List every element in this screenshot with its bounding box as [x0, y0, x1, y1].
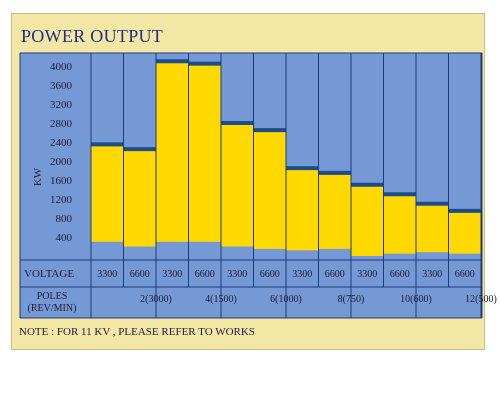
y-tick-label: 2400	[50, 137, 73, 149]
voltage-label: 6600	[390, 269, 410, 280]
pole-group-label: 4(1500)	[205, 294, 237, 305]
voltage-row-label: VOLTAGE	[24, 268, 74, 280]
bar-top-edge	[156, 59, 189, 64]
note-text: NOTE : FOR 11 KV , PLEASE REFER TO WORKS	[19, 326, 255, 338]
voltage-label: 6600	[260, 269, 280, 280]
bar-top-edge	[351, 182, 384, 187]
bar	[416, 203, 449, 253]
y-tick-label: 3200	[50, 99, 73, 111]
bar	[123, 149, 156, 247]
plot-area: 400 800 1200 1600 2000 2400 2800 3200 3600 4000 KW…	[19, 52, 497, 319]
voltage-label: 6600	[325, 269, 345, 280]
bar-top-edge	[91, 142, 124, 147]
voltage-label: 3300	[292, 269, 312, 280]
table-background	[20, 260, 482, 318]
bar	[318, 172, 351, 249]
bar-top-edge	[448, 208, 481, 213]
bar-top-edge	[416, 201, 449, 206]
voltage-label: 3300	[357, 269, 377, 280]
voltage-label: 6600	[130, 269, 150, 280]
y-tick-label: 3600	[50, 80, 73, 92]
pole-group-label: 2(3000)	[140, 294, 172, 305]
bar	[221, 123, 254, 247]
voltage-label: 3300	[162, 269, 182, 280]
y-tick-label: 2800	[50, 118, 73, 130]
voltage-label: 6600	[195, 269, 215, 280]
bar	[351, 184, 384, 256]
y-tick-label: 400	[56, 232, 73, 244]
y-tick-label: 1200	[50, 194, 73, 206]
chart-title: POWER OUTPUT	[21, 26, 164, 46]
voltage-label: 6600	[455, 269, 475, 280]
bar-top-edge	[318, 170, 351, 175]
y-tick-label: 800	[56, 213, 73, 225]
bar-top-edge	[221, 121, 254, 125]
bar	[448, 210, 481, 254]
bar-top-edge	[188, 61, 221, 66]
poles-row-label: POLES	[37, 291, 68, 302]
poles-row-label-sub: (REV/MIN)	[28, 303, 77, 314]
pole-group-label: 8(750)	[338, 294, 365, 305]
y-tick-label: 2000	[50, 156, 73, 168]
bar	[91, 144, 124, 242]
pole-group-label: 6(1000)	[270, 294, 302, 305]
bar-top-edge	[123, 147, 156, 152]
y-axis-label: KW	[32, 167, 44, 186]
bar	[156, 61, 189, 242]
bar-top-edge	[286, 166, 319, 171]
bar	[286, 168, 319, 251]
bar	[383, 194, 416, 254]
bar-top-edge	[253, 128, 286, 133]
voltage-label: 3300	[422, 269, 442, 280]
bar	[188, 63, 221, 242]
pole-group-label: 10(600)	[400, 294, 432, 305]
y-tick-label: 4000	[50, 61, 73, 73]
voltage-label: 3300	[97, 269, 117, 280]
pole-group-label: 12(500)	[465, 294, 497, 305]
y-tick-label: 1600	[50, 175, 73, 187]
voltage-label: 3300	[227, 269, 247, 280]
bar-top-edge	[383, 192, 416, 197]
bar	[253, 130, 286, 249]
